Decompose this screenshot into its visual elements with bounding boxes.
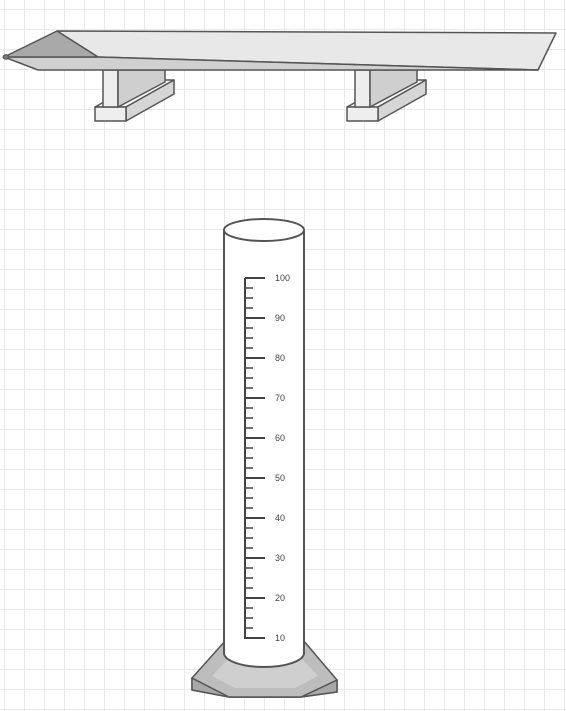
- cylinder-scale: 100 90 80 70 60 50 40 30 20 10: [244, 273, 290, 643]
- scale-tick-label: 40: [275, 513, 285, 523]
- graduated-cylinder: 100 90 80 70 60 50 40 30 20 10: [191, 218, 338, 698]
- scale-tick-label: 100: [275, 273, 290, 283]
- cylinder-tube: [223, 218, 305, 668]
- scale-tick-label: 20: [275, 593, 285, 603]
- scale-tick-label: 10: [275, 633, 285, 643]
- scale-tick-label: 70: [275, 393, 285, 403]
- scale-tick-label: 80: [275, 353, 285, 363]
- scale-tick-label: 50: [275, 473, 285, 483]
- trough-channel: [2, 30, 557, 71]
- scale-tick-label: 60: [275, 433, 285, 443]
- scale-tick-label: 90: [275, 313, 285, 323]
- scale-tick-label: 30: [275, 553, 285, 563]
- trough-assembly: [2, 30, 557, 122]
- trough-left-stand: [94, 69, 175, 122]
- trough-right-stand: [346, 69, 427, 122]
